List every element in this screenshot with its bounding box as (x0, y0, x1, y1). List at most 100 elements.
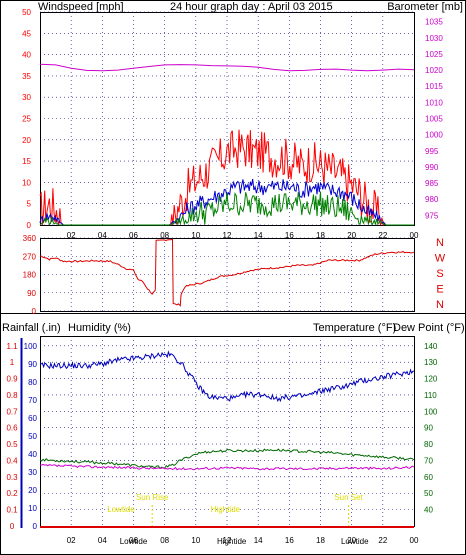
hour-tick-label: 22 (378, 536, 387, 545)
wind-axis-ticks: 0 5 10 15 20 25 30 35 40 45 50 (22, 8, 31, 230)
baro-tick-label: 1000 (425, 131, 443, 140)
chart-title: 24 hour graph day : April 03 2015 (170, 1, 333, 13)
humidity-tick-label: 50 (28, 432, 37, 441)
baro-tick-label: 980 (425, 195, 439, 204)
baro-tick-label: 1025 (425, 50, 443, 59)
hour-tick-label: 18 (316, 536, 325, 545)
hour-tick-label: 00 (410, 231, 419, 240)
temp-tick-label: 80 (424, 440, 433, 449)
wind-tick-label: 45 (22, 29, 31, 38)
baro-tick-label: 995 (425, 147, 439, 156)
temp-tick-label: 60 (424, 473, 433, 482)
direction-tick-label: 270 (23, 252, 37, 261)
humidity-tick-label: 80 (28, 378, 37, 387)
hour-tick-label: 14 (254, 231, 263, 240)
hour-tick-label: 10 (191, 231, 200, 240)
temperature-axis-title: Temperature (°F) (313, 322, 396, 334)
gust-line (39, 129, 414, 227)
direction-tick-label: 180 (23, 271, 37, 280)
low-line (39, 191, 414, 227)
humidity-tick-label: 100 (24, 342, 38, 351)
wind-tick-label: 5 (27, 200, 32, 209)
wind-tick-label: 20 (22, 136, 31, 145)
temp-tick-label: 70 (424, 456, 433, 465)
rain-tick-label: 0.6 (6, 424, 18, 433)
hour-tick-label: 06 (129, 231, 138, 240)
baro-tick-label: 1010 (425, 98, 443, 107)
direction-tick-label: 360 (23, 234, 37, 243)
direction-line (39, 238, 415, 307)
rain-tick-label: 1.1 (6, 342, 18, 351)
hour-tick-label: 18 (316, 231, 325, 240)
humidity-tick-label: 20 (28, 486, 37, 495)
annotation-label: Hightide (217, 537, 247, 546)
hour-tick-label: 08 (160, 231, 169, 240)
baro-tick-label: 1015 (425, 82, 443, 91)
hour-tick-label: 06 (129, 536, 138, 545)
temperature-line (39, 448, 415, 469)
rainfall-axis-title: Rainfall (.in) (2, 322, 61, 334)
temp-tick-label: 40 (424, 506, 433, 515)
annotation-label: Lowtide (341, 537, 369, 546)
compass-label: W (435, 253, 446, 265)
hour-tick-label: 22 (378, 231, 387, 240)
panel2-series (39, 238, 415, 307)
wind-tick-label: 10 (22, 178, 31, 187)
temp-tick-label: 110 (424, 391, 437, 400)
annotation-label: Hightide (211, 505, 241, 514)
hour-tick-label: 08 (160, 536, 169, 545)
temp-tick-label: 90 (424, 424, 433, 433)
compass-label: N (436, 237, 444, 249)
gridlines (40, 11, 414, 526)
rain-tick-label: 0.1 (6, 506, 18, 515)
temp-tick-label: 130 (424, 358, 438, 367)
temp-tick-label: 120 (424, 375, 438, 384)
wind-tick-label: 50 (22, 8, 31, 17)
dewpoint-axis-title: Dew Point (°F) (393, 322, 465, 334)
panel1-x-ticks: 02 04 06 08 10 12 14 16 18 20 22 00 (67, 231, 419, 240)
hour-tick-label: 12 (223, 231, 232, 240)
hour-tick-label: 20 (347, 536, 356, 545)
wind-tick-label: 0 (27, 221, 32, 230)
humidity-axis-title: Humidity (%) (68, 322, 131, 334)
rain-tick-label: 0.3 (6, 473, 18, 482)
baro-tick-label: 1035 (425, 18, 443, 27)
rain-tick-label: 1 (10, 358, 15, 367)
annotation-label: Lowtide (107, 505, 135, 514)
temp-tick-label: 50 (424, 489, 433, 498)
direction-axis-ticks: 360 270 180 90 0 (23, 234, 37, 316)
humidity-axis-ticks: 0 10 20 30 40 50 60 70 80 90 100 (24, 342, 38, 531)
wind-tick-label: 30 (22, 93, 31, 102)
humidity-tick-label: 40 (28, 450, 37, 459)
rain-tick-label: 0.2 (6, 489, 18, 498)
wind-tick-label: 15 (22, 157, 31, 166)
rain-axis-ticks: 0 0.1 0.2 0.3 0.4 0.5 0.6 0.7 0.8 0.9 1 1.1 (6, 342, 18, 531)
hour-tick-label: 02 (67, 536, 76, 545)
direction-tick-label: 90 (27, 289, 36, 298)
humidity-tick-label: 60 (28, 414, 37, 423)
humidity-tick-label: 90 (28, 360, 37, 369)
rain-tick-label: 0 (10, 522, 15, 531)
rain-tick-label: 0.9 (6, 375, 18, 384)
rain-tick-label: 0.8 (6, 391, 18, 400)
baro-tick-label: 975 (425, 211, 439, 220)
direction-tick-label: 0 (32, 307, 37, 316)
dewpoint-line (39, 463, 415, 471)
compass-label: S (436, 268, 443, 280)
hour-tick-label: 10 (191, 536, 200, 545)
temp-tick-label: 100 (424, 407, 438, 416)
rain-tick-label: 0.5 (6, 440, 18, 449)
humidity-line (39, 350, 415, 403)
panel2-frame (40, 238, 415, 312)
compass-label: E (436, 284, 443, 296)
humidity-tick-label: 10 (28, 504, 37, 513)
hour-tick-label: 16 (285, 536, 294, 545)
wind-tick-label: 35 (22, 72, 31, 81)
rain-tick-label: 0.4 (6, 456, 18, 465)
barometer-axis-title: Barometer [mb] (387, 1, 463, 13)
panel1-frame (40, 12, 415, 226)
